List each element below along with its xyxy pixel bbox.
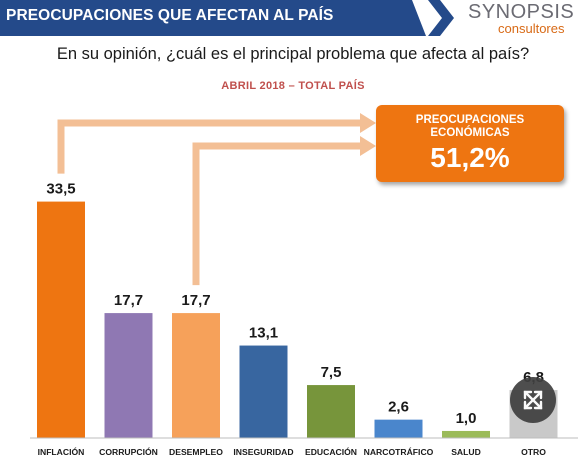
bar-3: [239, 345, 288, 438]
page-title: PREOCUPACIONES QUE AFECTAN AL PAÍS: [6, 7, 334, 24]
data-label-4: 7,5: [321, 364, 342, 381]
arrow-head-desempleo: [360, 136, 376, 156]
arrow-connector-inflacion: [57, 119, 366, 174]
bar-0: [37, 201, 85, 438]
expand-button[interactable]: [510, 377, 556, 423]
category-label-2: DESEMPLEO: [169, 447, 223, 457]
category-label-3: INSEGURIDAD: [233, 447, 293, 457]
callout-label: PREOCUPACIONES ECONÓMICAS: [376, 114, 564, 140]
callout-box: PREOCUPACIONES ECONÓMICAS 51,2%: [376, 105, 564, 182]
callout-label-line2: ECONÓMICAS: [430, 127, 510, 139]
arrow-connector-desempleo: [192, 142, 366, 286]
bar-2: [172, 313, 220, 438]
category-label-7: OTRO: [521, 447, 546, 457]
data-label-0: 33,5: [46, 181, 75, 198]
logo: SYNOPSIS: [468, 1, 575, 23]
data-label-1: 17,7: [114, 292, 143, 309]
bar-5: [374, 419, 423, 438]
bar-4: [307, 385, 355, 438]
expand-arrows-icon: [523, 390, 543, 410]
logo-subtitle: consultores: [498, 21, 565, 36]
data-label-6: 1,0: [456, 410, 477, 427]
callout-value: 51,2%: [430, 142, 510, 173]
category-label-6: SALUD: [451, 447, 481, 457]
data-label-5: 2,6: [388, 399, 409, 416]
arrow-head-inflacion: [360, 113, 376, 133]
data-label-2: 17,7: [181, 292, 210, 309]
category-label-0: INFLACIÓN: [38, 446, 85, 457]
category-label-1: CORRUPCIÓN: [99, 446, 158, 457]
chart-question: En su opinión, ¿cuál es el principal pro…: [56, 45, 530, 63]
category-label-5: NARCOTRÁFICO: [364, 447, 434, 457]
header-band: [0, 0, 454, 36]
callout-label-line1: PREOCUPACIONES: [415, 114, 525, 126]
bar-1: [104, 313, 153, 438]
header-bar: PREOCUPACIONES QUE AFECTAN AL PAÍS SYNOP…: [0, 0, 586, 36]
data-label-3: 13,1: [249, 325, 278, 342]
category-label-4: EDUCACIÓN: [305, 446, 357, 457]
chart-subtitle: ABRIL 2018 – TOTAL PAÍS: [221, 80, 365, 92]
bar-6: [442, 430, 490, 438]
